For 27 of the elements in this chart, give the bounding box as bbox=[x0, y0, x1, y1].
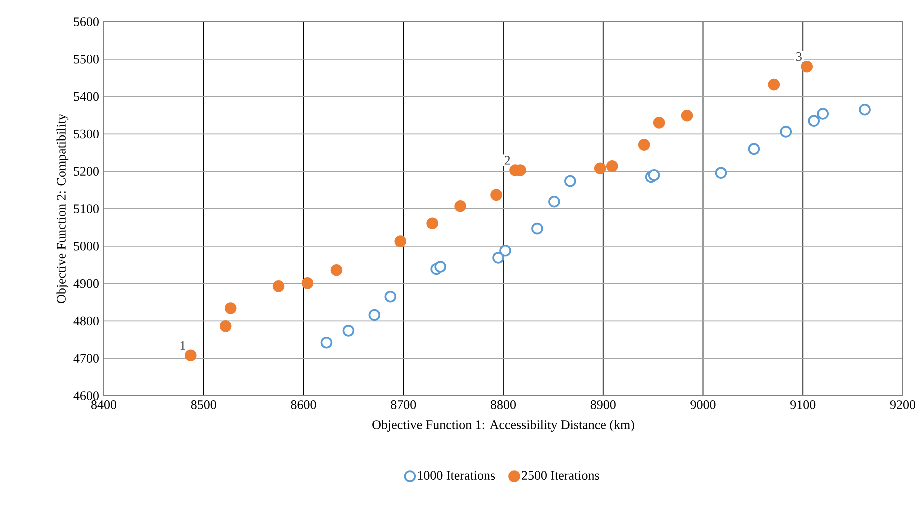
y-tick-label: 4600 bbox=[74, 392, 99, 400]
x-tick-label: 8500 bbox=[191, 400, 216, 410]
y-tick-label: 5000 bbox=[74, 242, 99, 251]
y-tick-label: 5100 bbox=[74, 204, 99, 214]
x-tick-label: 8800 bbox=[491, 400, 516, 410]
y-tick-label: 4800 bbox=[74, 316, 99, 326]
legend-label: 1000 Iterations bbox=[418, 471, 496, 480]
y-axis-title: Objective Function 2: Compatibility bbox=[56, 114, 69, 304]
x-tick-label: 8600 bbox=[291, 400, 316, 410]
y-tick-label: 5200 bbox=[74, 167, 99, 176]
annotation: 1 bbox=[180, 341, 186, 350]
x-tick-label: 8400 bbox=[92, 400, 116, 410]
y-tick-label: 4700 bbox=[74, 354, 99, 363]
x-axis-title: Objective Function 1: Accessibility Distance (km) bbox=[372, 420, 634, 432]
x-tick-label: 9100 bbox=[790, 400, 816, 410]
x-tick-label: 9200 bbox=[890, 400, 916, 410]
y-tick-label: 5300 bbox=[74, 130, 99, 139]
y-tick-label: 5600 bbox=[74, 18, 99, 26]
annotation: 2 bbox=[504, 156, 510, 165]
y-tick-label: 5400 bbox=[74, 92, 99, 102]
x-tick-label: 8900 bbox=[590, 400, 616, 410]
y-tick-label: 4900 bbox=[74, 279, 99, 288]
legend-label: 2500 Iterations bbox=[522, 471, 600, 480]
y-tick-label: 5500 bbox=[74, 55, 99, 64]
x-tick-label: 8700 bbox=[391, 400, 416, 410]
annotation: 3 bbox=[796, 52, 802, 62]
x-tick-label: 9000 bbox=[690, 400, 716, 410]
